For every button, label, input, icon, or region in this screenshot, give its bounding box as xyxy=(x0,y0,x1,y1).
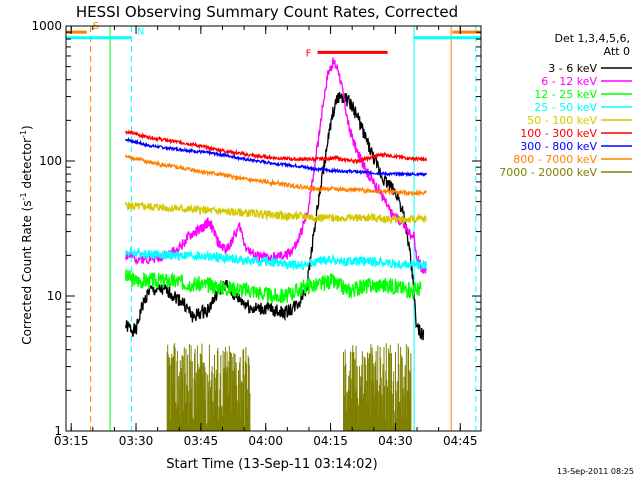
y-axis-label-main: Corrected Count Rate (s xyxy=(20,200,34,344)
vertical-markers xyxy=(90,26,477,431)
legend-entry-label: 50 - 100 keV xyxy=(527,114,597,127)
y-axis-label-end: ) xyxy=(20,125,34,130)
series-line-50-100-kev xyxy=(125,201,427,226)
plot-frame xyxy=(65,25,482,432)
series-line-800-7000-kev xyxy=(125,154,427,197)
chart-title: HESSI Observing Summary Count Rates, Cor… xyxy=(76,3,458,21)
attenuator-flags: S N F xyxy=(66,21,481,59)
legend-header-detectors: Det 1,3,4,5,6, xyxy=(554,32,630,45)
legend-entry-label: 7000 - 20000 keV xyxy=(499,166,597,179)
legend-entry-label: 3 - 6 keV xyxy=(548,62,597,75)
y-tick-label: 1000 xyxy=(31,19,62,33)
series-line-3-6-kev xyxy=(125,91,425,341)
flag-label-f: F xyxy=(306,48,312,59)
y-tick-label: 100 xyxy=(39,154,62,168)
burst-spikes xyxy=(343,343,412,431)
y-axis-label-sup2: -1 xyxy=(19,130,28,138)
y-axis-label-mid: detector xyxy=(20,138,34,193)
legend-entry-label: 6 - 12 keV xyxy=(541,75,597,88)
flag-label-s: S xyxy=(93,21,99,32)
legend-entry-label: 12 - 25 keV xyxy=(534,88,597,101)
legend-entry-label: 25 - 50 keV xyxy=(534,101,597,114)
x-tick-label: 03:30 xyxy=(119,434,154,448)
legend-entry-label: 300 - 800 keV xyxy=(520,140,597,153)
burst-spikes xyxy=(166,343,251,431)
series-line-300-800-kev xyxy=(125,137,427,178)
y-axis-label: Corrected Count Rate (s-1 detector-1) xyxy=(19,125,34,344)
series-line-25-50-kev xyxy=(125,245,427,271)
x-tick-label: 03:45 xyxy=(184,434,219,448)
flag-label-n: N xyxy=(137,27,144,38)
x-axis-label: Start Time (13-Sep-11 03:14:02) xyxy=(166,457,377,472)
axis-ticks: 03:15 03:30 03:45 04:00 04:15 04:30 04:45 1 10 10… xyxy=(31,19,481,448)
series-line-12-25-kev xyxy=(125,269,422,305)
legend-entry-label: 100 - 300 keV xyxy=(520,127,597,140)
series-line-100-300-kev xyxy=(125,129,427,165)
x-tick-label: 04:45 xyxy=(443,434,478,448)
legend-entry-label: 800 - 7000 keV xyxy=(513,153,597,166)
x-tick-label: 03:15 xyxy=(54,434,89,448)
x-tick-label: 04:15 xyxy=(313,434,348,448)
y-tick-label: 10 xyxy=(47,289,62,303)
high-energy-bursts xyxy=(166,343,412,431)
x-tick-label: 04:30 xyxy=(378,434,413,448)
y-axis-label-sup1: -1 xyxy=(19,192,28,200)
x-tick-label: 04:00 xyxy=(248,434,283,448)
y-tick-label: 1 xyxy=(54,424,62,438)
legend-header-attenuator: Att 0 xyxy=(604,45,630,58)
series-lines xyxy=(125,57,427,341)
generation-timestamp: 13-Sep-2011 08:25 xyxy=(557,467,634,476)
